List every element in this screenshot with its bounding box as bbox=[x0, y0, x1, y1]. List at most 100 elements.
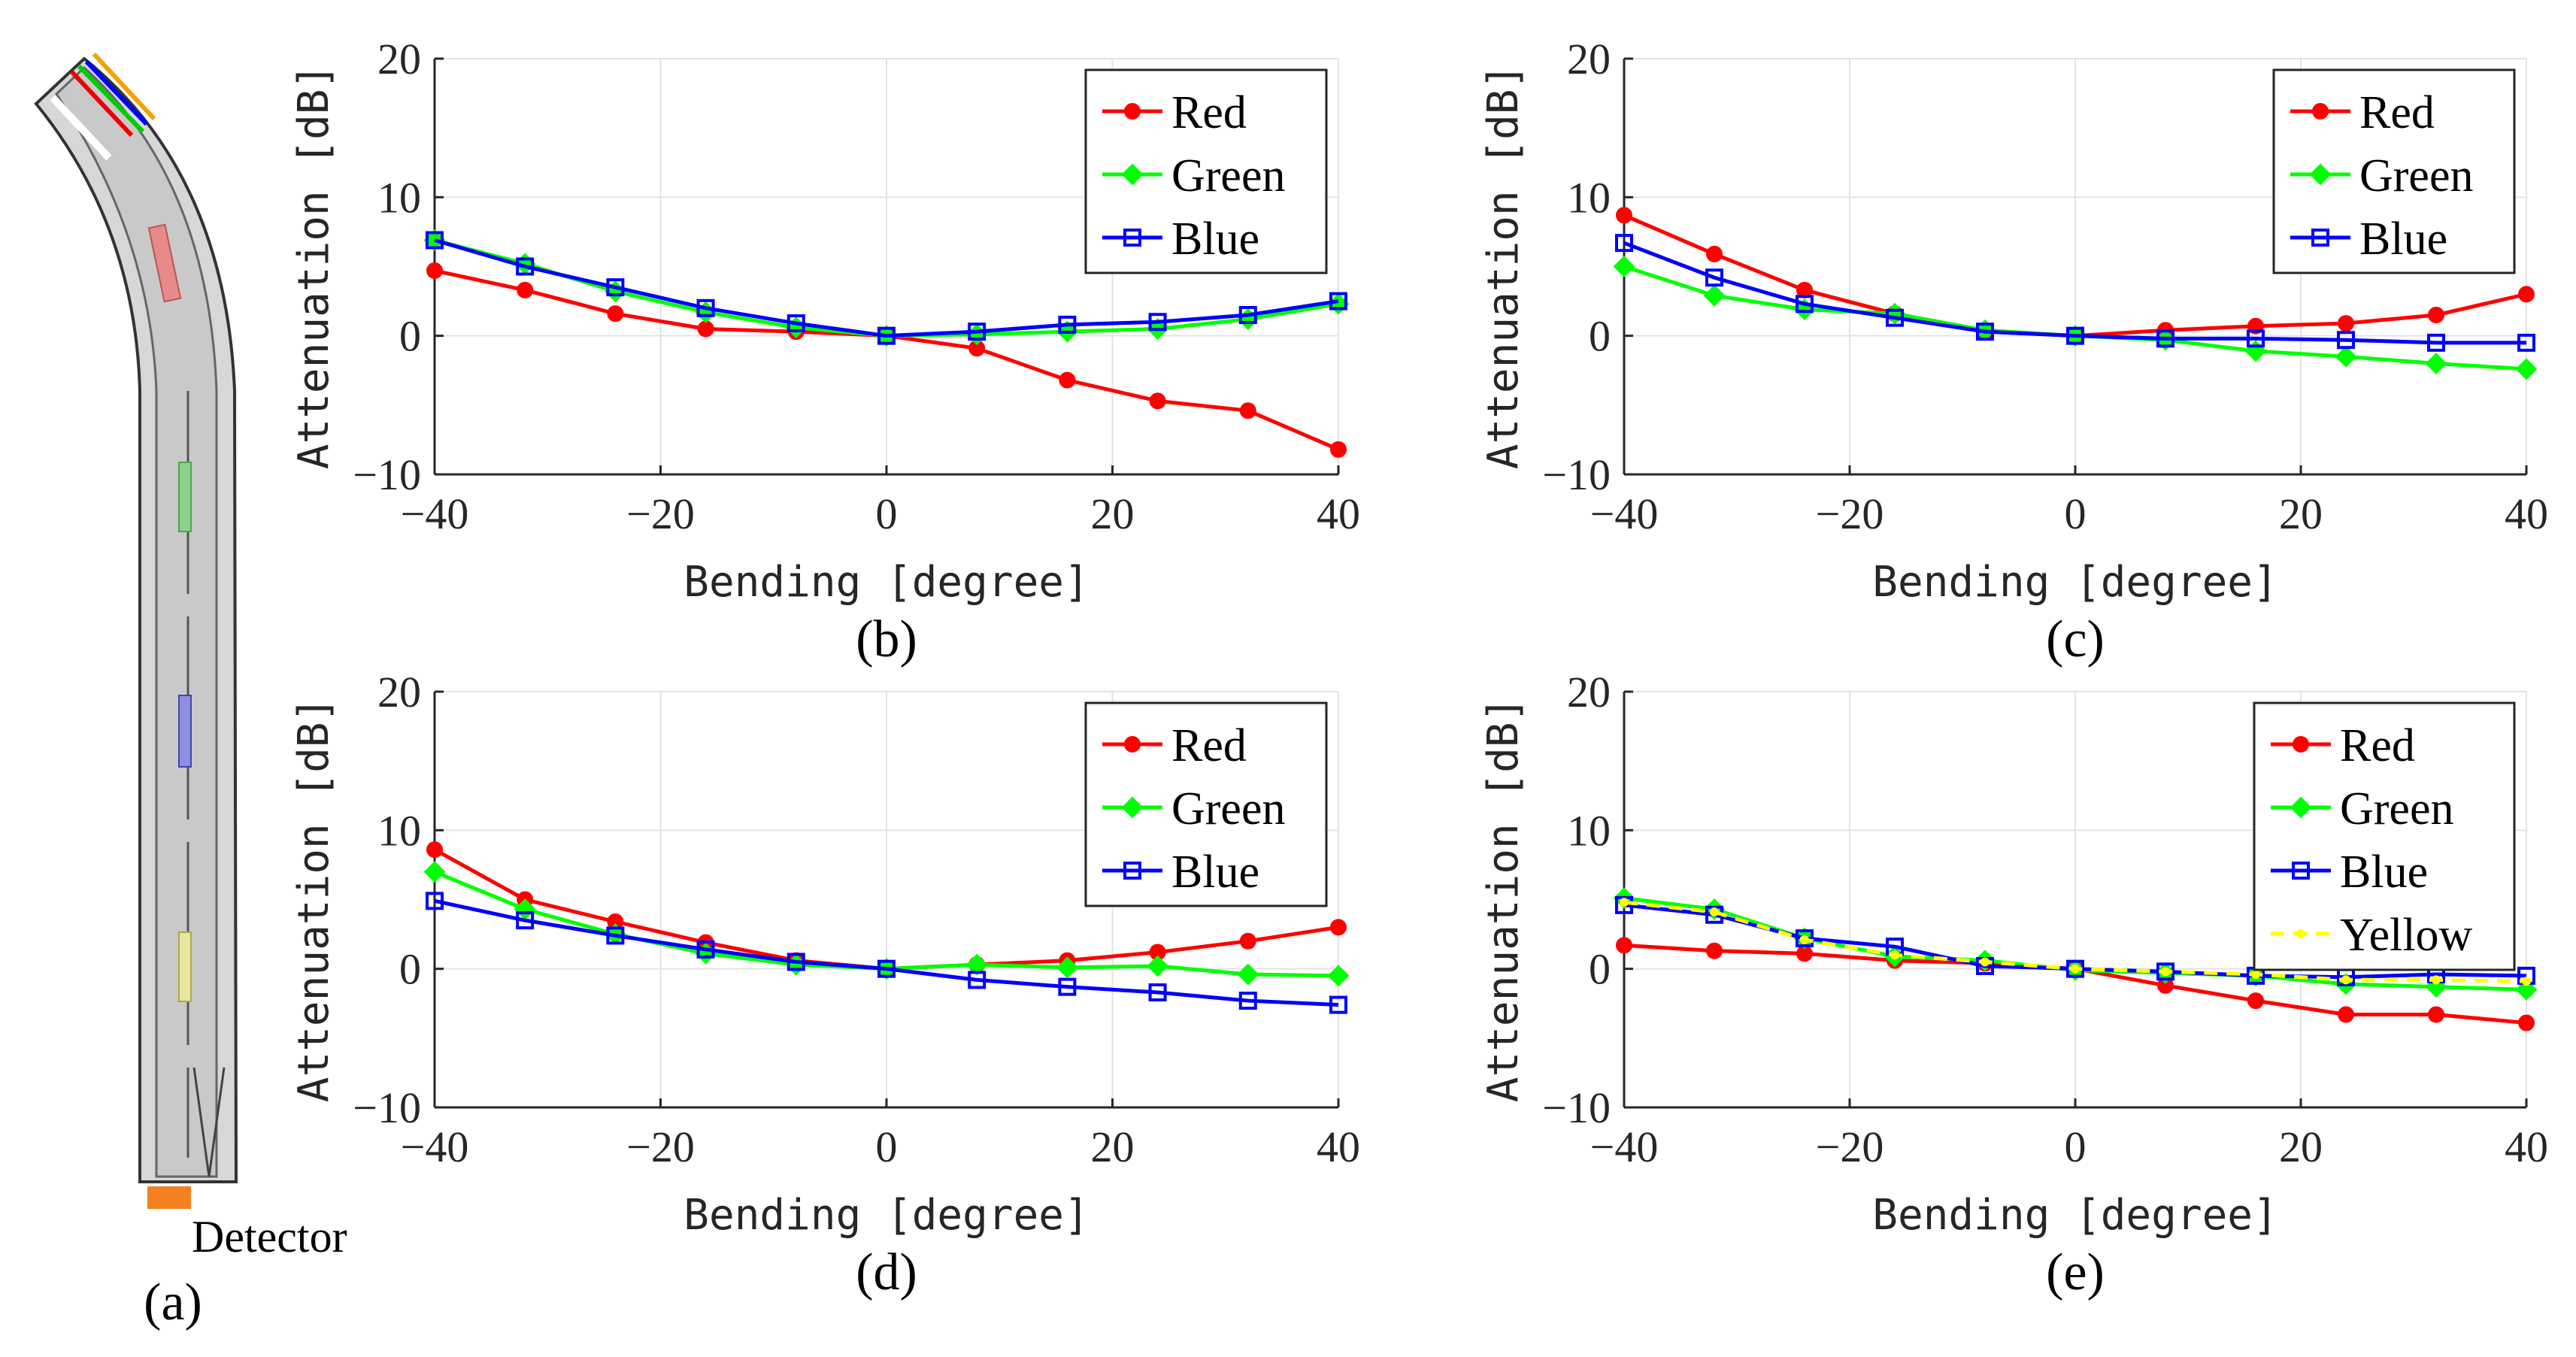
point-e-yellow-8 bbox=[2341, 975, 2350, 985]
xtick-label-c-1: −20 bbox=[1816, 489, 1884, 538]
ylabel-c: Attenuation [dB] bbox=[1479, 64, 1528, 469]
xtick-label-d-3: 20 bbox=[1091, 1122, 1135, 1171]
point-d-blue-1 bbox=[516, 911, 535, 930]
fiber-core bbox=[55, 65, 218, 1178]
legend-label-e-red: Red bbox=[2340, 720, 2415, 771]
point-e-yellow-3 bbox=[1890, 950, 1899, 960]
xtick-label-b-1: −20 bbox=[626, 489, 695, 538]
xtick-label-e-1: −20 bbox=[1816, 1122, 1884, 1171]
xtick-label-e-0: −40 bbox=[1590, 1122, 1659, 1171]
yellow-marker bbox=[178, 931, 192, 1002]
point-c-green-8 bbox=[2335, 345, 2357, 368]
xlabel-d: Bending [degree] bbox=[683, 1191, 1089, 1240]
point-b-red-8 bbox=[1149, 392, 1166, 410]
ytick-label-c-3: 20 bbox=[1567, 35, 1611, 83]
legend-b: Red Green Blue bbox=[1084, 68, 1328, 274]
point-e-yellow-6 bbox=[2161, 967, 2170, 977]
point-e-blue-2 bbox=[1796, 929, 1814, 948]
point-e-red-7 bbox=[2247, 992, 2264, 1010]
point-b-blue-1 bbox=[516, 257, 535, 276]
point-b-blue-10 bbox=[1329, 292, 1347, 310]
legend-label-d-red: Red bbox=[1171, 720, 1247, 771]
point-d-blue-9 bbox=[1238, 992, 1257, 1010]
ytick-label-b-2: 10 bbox=[377, 173, 421, 222]
point-c-red-8 bbox=[2338, 315, 2354, 332]
light-ray-blue bbox=[84, 59, 149, 126]
series-line-c-blue bbox=[1623, 241, 2526, 345]
point-d-red-9 bbox=[1239, 932, 1256, 950]
ytick-label-d-3: 20 bbox=[377, 668, 421, 716]
detector-label: Detector bbox=[192, 1212, 347, 1262]
point-d-blue-6 bbox=[968, 971, 986, 989]
legend-label-b-blue: Blue bbox=[1171, 214, 1259, 265]
point-b-blue-6 bbox=[968, 323, 986, 341]
blue-marker bbox=[178, 695, 192, 768]
point-d-blue-3 bbox=[696, 940, 715, 959]
point-e-red-9 bbox=[2428, 1006, 2444, 1023]
panel-label-c: (c) bbox=[2046, 610, 2105, 668]
point-b-blue-8 bbox=[1148, 313, 1167, 332]
point-b-red-10 bbox=[1330, 441, 1347, 458]
point-e-yellow-5 bbox=[2071, 964, 2080, 974]
point-c-red-9 bbox=[2428, 307, 2444, 324]
legend-marker-d-red bbox=[1124, 736, 1141, 753]
xtick-label-b-2: 0 bbox=[876, 489, 898, 538]
legend-label-e-blue: Blue bbox=[2340, 847, 2428, 898]
ytick-label-d-2: 10 bbox=[377, 806, 421, 855]
point-d-green-0 bbox=[423, 861, 446, 883]
xtick-label-e-4: 40 bbox=[2505, 1122, 2548, 1171]
ytick-label-e-2: 10 bbox=[1567, 806, 1611, 855]
legend-marker-e-yellow bbox=[2296, 929, 2305, 938]
point-b-blue-9 bbox=[1238, 306, 1257, 325]
fiber-schematic: Detector (a) bbox=[34, 52, 347, 1331]
legend-marker-d-blue bbox=[1123, 862, 1141, 880]
legend-label-d-green: Green bbox=[1171, 783, 1285, 834]
point-c-blue-5 bbox=[2066, 326, 2084, 345]
point-b-blue-2 bbox=[606, 278, 625, 297]
point-d-blue-2 bbox=[606, 926, 625, 945]
xtick-label-d-4: 40 bbox=[1317, 1122, 1360, 1171]
ytick-label-e-3: 20 bbox=[1567, 668, 1611, 716]
xtick-label-d-0: −40 bbox=[401, 1122, 469, 1171]
point-e-blue-5 bbox=[2066, 959, 2084, 978]
point-b-blue-4 bbox=[786, 314, 805, 333]
point-b-red-3 bbox=[697, 320, 714, 338]
ytick-label-d-0: −10 bbox=[353, 1083, 421, 1132]
ytick-label-e-0: −10 bbox=[1542, 1083, 1611, 1132]
ytick-label-b-0: −10 bbox=[353, 450, 421, 499]
point-c-blue-2 bbox=[1796, 295, 1814, 314]
xtick-label-b-4: 40 bbox=[1317, 489, 1360, 538]
legend-marker-c-red bbox=[2312, 103, 2329, 120]
point-e-yellow-10 bbox=[2522, 977, 2531, 986]
xtick-label-c-4: 40 bbox=[2505, 489, 2548, 538]
point-b-red-7 bbox=[1059, 371, 1076, 389]
xlabel-e: Bending [degree] bbox=[1872, 1191, 2277, 1240]
xtick-label-d-1: −20 bbox=[626, 1122, 695, 1171]
point-b-red-9 bbox=[1239, 402, 1256, 420]
point-c-blue-1 bbox=[1705, 268, 1723, 287]
point-c-blue-3 bbox=[1886, 308, 1904, 327]
panel-label-e: (e) bbox=[2046, 1243, 2105, 1301]
point-d-green-10 bbox=[1327, 965, 1350, 987]
panel-label-d: (d) bbox=[856, 1243, 917, 1301]
point-b-red-0 bbox=[426, 262, 443, 280]
point-e-blue-0 bbox=[1615, 895, 1633, 914]
series-line-d-blue bbox=[434, 898, 1339, 1007]
fiber-cone bbox=[192, 1067, 226, 1177]
point-c-blue-0 bbox=[1615, 234, 1633, 253]
xtick-label-e-2: 0 bbox=[2065, 1122, 2087, 1171]
legend-label-c-blue: Blue bbox=[2359, 214, 2447, 265]
ytick-label-c-2: 10 bbox=[1567, 173, 1611, 222]
point-b-blue-7 bbox=[1058, 315, 1077, 334]
point-e-yellow-7 bbox=[2251, 970, 2260, 980]
xtick-label-c-0: −40 bbox=[1590, 489, 1659, 538]
ytick-label-b-1: 0 bbox=[399, 312, 421, 361]
legend-marker-c-green bbox=[2309, 163, 2332, 186]
xtick-label-d-2: 0 bbox=[876, 1122, 898, 1171]
xtick-label-e-3: 20 bbox=[2279, 1122, 2323, 1171]
ytick-label-b-3: 20 bbox=[377, 35, 421, 83]
point-c-green-1 bbox=[1703, 284, 1726, 307]
point-c-blue-9 bbox=[2427, 333, 2445, 352]
